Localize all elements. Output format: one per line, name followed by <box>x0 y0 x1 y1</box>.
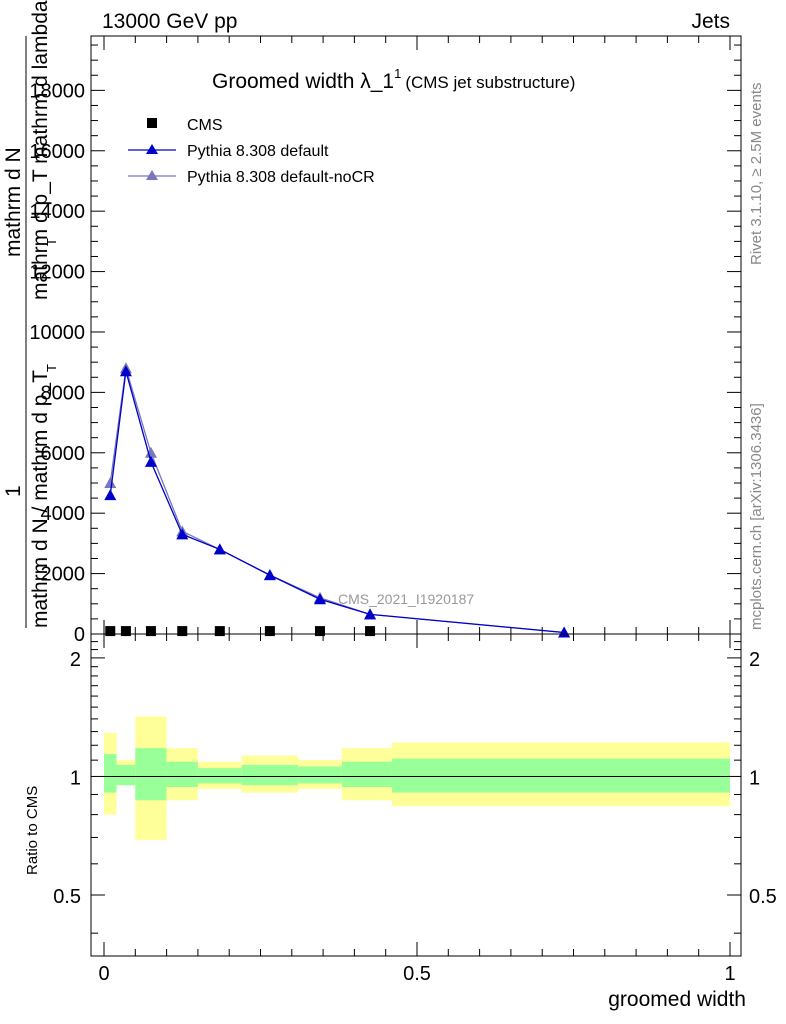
legend-marker-nocr <box>146 170 158 180</box>
ratio-band-inner <box>241 764 299 786</box>
rivet-version-label: Rivet 3.1.10, ≥ 2.5M events <box>748 83 765 266</box>
ratio-y-tick-label: 0.5 <box>53 886 81 908</box>
data-point-cms <box>145 626 156 637</box>
data-point-pythia-8-308-default <box>119 365 132 377</box>
y-axis-label: 1 mathrm d N mathrm d p_T mathrm d lambd… <box>2 0 59 628</box>
y-axis-label-one: 1 <box>2 485 25 497</box>
ratio-y-tick-labels: 0.5 0.5 1 1 2 2 <box>53 649 777 908</box>
y-axis-label-numerator: mathrm d N <box>2 147 25 257</box>
ratio-band-inner <box>116 764 136 786</box>
plot-title-main: Groomed width λ_1 <box>212 70 394 93</box>
ratio-y-axis-label: Ratio to CMS <box>24 786 41 875</box>
data-point-cms <box>365 626 376 637</box>
ratio-band-inner <box>104 754 117 793</box>
legend-label-cms: CMS <box>187 117 223 134</box>
plot-title-sup: 1 <box>394 66 401 81</box>
ratio-y-tick-label-right: 2 <box>749 649 760 671</box>
main-y-tick-label: 0 <box>74 624 85 646</box>
y-axis-label-denominator: mathrm d p_T mathrm d lambda <box>29 0 52 300</box>
ratio-y-tick-label: 2 <box>70 649 81 671</box>
data-point-pythia-8-308-default <box>213 543 226 555</box>
ratio-band-inner <box>135 748 167 801</box>
y-axis-label-sub-t: T <box>44 238 59 246</box>
ratio-bands <box>104 716 730 840</box>
ratio-band-inner <box>166 761 198 788</box>
data-point-pythia-8-308-default <box>144 455 157 467</box>
ratio-band-inner <box>298 766 342 784</box>
data-point-pythia-8-308-default <box>176 528 189 540</box>
data-point-cms <box>214 626 225 637</box>
main-y-tick-label: 2000 <box>41 564 86 586</box>
main-y-tick-label: 6000 <box>41 443 86 465</box>
main-y-tick-labels: 0 2000 4000 6000 8000 10000 12000 14000 16000 180… <box>29 80 85 646</box>
legend-label-nocr: Pythia 8.308 default-noCR <box>187 169 375 186</box>
ratio-band-inner <box>391 758 730 793</box>
data-point-cms <box>105 626 116 637</box>
ratio-band-inner <box>197 768 242 784</box>
mcplots-label: mcplots.cern.ch [arXiv:1306.3436] <box>748 403 765 630</box>
ratio-band-inner <box>341 761 392 788</box>
data-point-pythia-8-308-default-nocr <box>104 476 117 488</box>
ratio-plot-frame <box>90 633 742 957</box>
data-point-cms <box>177 626 188 637</box>
legend-label-default: Pythia 8.308 default <box>187 143 329 160</box>
data-point-pythia-8-308-default <box>263 569 276 581</box>
ratio-y-tick-label-right: 1 <box>749 767 760 789</box>
main-y-tick-label: 14000 <box>29 201 85 223</box>
main-axis-ticks <box>91 36 741 635</box>
main-y-tick-label: 8000 <box>41 382 86 404</box>
x-tick-labels: 0 0.5 1 <box>98 963 735 985</box>
x-tick-label: 0.5 <box>403 963 431 985</box>
x-tick-label: 0 <box>98 963 109 985</box>
x-tick-label: 1 <box>724 963 735 985</box>
data-point-pythia-8-308-default <box>364 608 377 620</box>
header-process: Jets <box>691 10 730 33</box>
data-point-cms <box>314 626 325 637</box>
y-axis-label-lower: mathrm d N / mathrm d p_T <box>29 370 52 628</box>
legend: CMS Pythia 8.308 default Pythia 8.308 de… <box>128 117 375 186</box>
y-axis-label-lower-sub: T <box>44 364 59 372</box>
main-y-tick-label: 18000 <box>29 80 85 102</box>
plot-title: Groomed width λ_11 (CMS jet substructure) <box>212 66 575 93</box>
main-y-tick-label: 10000 <box>29 322 85 344</box>
legend-marker-cms <box>147 118 157 128</box>
series-layer <box>104 362 571 638</box>
ratio-axis-ticks <box>91 634 741 956</box>
data-point-pythia-8-308-default <box>104 489 117 501</box>
data-point-pythia-8-308-default <box>558 626 571 638</box>
analysis-watermark: CMS_2021_I1920187 <box>338 591 474 607</box>
x-axis-label: groomed width <box>608 988 746 1011</box>
legend-marker-default <box>146 144 158 154</box>
header-energy: 13000 GeV pp <box>102 10 237 33</box>
main-y-tick-label: 16000 <box>29 141 85 163</box>
ratio-y-tick-label-right: 0.5 <box>749 886 777 908</box>
data-point-pythia-8-308-default-nocr <box>144 446 157 458</box>
data-point-cms <box>264 626 275 637</box>
main-y-tick-label: 4000 <box>41 503 86 525</box>
main-y-tick-label: 12000 <box>29 262 85 284</box>
plot-title-sub: (CMS jet substructure) <box>405 73 575 92</box>
data-point-cms <box>120 626 131 637</box>
data-point-pythia-8-308-default <box>313 593 326 605</box>
ratio-y-tick-label: 1 <box>70 767 81 789</box>
